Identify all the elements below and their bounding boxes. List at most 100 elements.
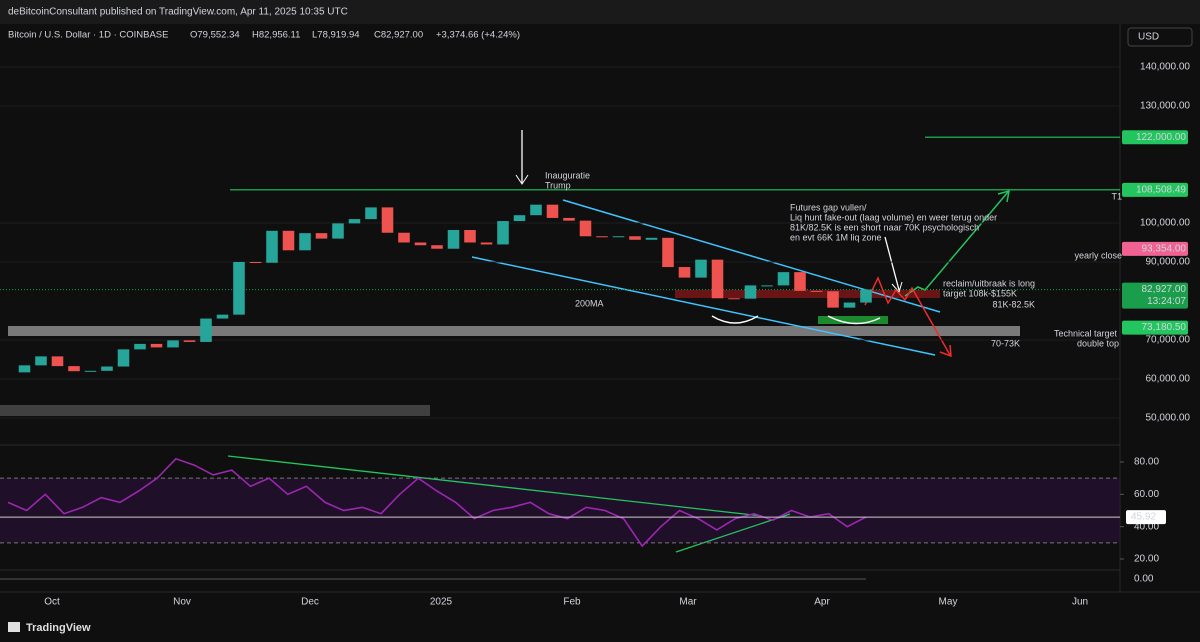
y-tick-label: 90,000.00	[1146, 257, 1191, 268]
price-badge-label: 108,508.49	[1136, 184, 1186, 195]
candle-body	[546, 204, 559, 218]
x-tick-label: Dec	[301, 597, 319, 608]
candle-body	[381, 207, 394, 233]
x-tick-label: Nov	[173, 597, 191, 608]
currency-button[interactable]	[1127, 27, 1193, 47]
ohlc-legend: +3,374.66 (+4.24%)	[436, 30, 520, 41]
rsi-badge-label: 45.92	[1131, 512, 1156, 523]
ohlc-legend: C82,927.00	[374, 30, 423, 41]
rsi-band	[0, 478, 1120, 543]
y-tick-label: 100,000.00	[1140, 218, 1190, 229]
candle-body	[249, 262, 262, 263]
rsi-tick-label: 20.00	[1134, 554, 1159, 565]
candle-body	[51, 356, 64, 367]
price-badge-label: 82,927.00	[1142, 284, 1187, 295]
candle-body	[794, 272, 806, 291]
y-tick-label: 50,000.00	[1146, 413, 1191, 424]
candle-body	[662, 237, 674, 268]
channel-top	[562, 199, 941, 313]
annotation: double top	[1077, 338, 1119, 348]
candle-body	[563, 217, 575, 221]
arc	[711, 315, 759, 324]
y-tick-label: 140,000.00	[1140, 62, 1190, 73]
ohlc-legend: H82,956.11	[252, 30, 300, 41]
arrow-head	[997, 189, 1010, 203]
ohlc-legend: Bitcoin / U.S. Dollar · 1D · COINBASE	[8, 30, 168, 41]
candle-body	[68, 366, 80, 372]
candle-body	[348, 219, 361, 224]
candle-body	[480, 242, 493, 245]
candle-body	[761, 285, 773, 287]
liquidity-zone	[818, 316, 888, 324]
candle-body	[315, 233, 328, 239]
annotation: Futures gap vullen/	[790, 202, 867, 212]
candle-body	[728, 298, 740, 300]
annotation: en evt 66K 1M liq zone	[790, 232, 882, 242]
macd-tick-label: 0.00	[1134, 574, 1154, 585]
candle-body	[35, 356, 47, 366]
annotation: reclaim/uitbraak is long	[943, 278, 1035, 288]
header-bar	[0, 0, 1200, 24]
countdown: 13:24:07	[1147, 296, 1186, 307]
annotation: T1	[1111, 191, 1122, 201]
rsi-tick-label: 60.00	[1134, 489, 1159, 500]
x-tick-label: Feb	[563, 597, 581, 608]
arrow-head	[891, 281, 903, 294]
rsi-tick-label: 40.00	[1134, 521, 1159, 532]
price-badge	[1122, 130, 1188, 145]
candle-body	[464, 230, 476, 243]
candle-body	[843, 302, 856, 308]
arc	[827, 315, 881, 325]
bear-path	[864, 276, 951, 356]
footer-logo	[8, 622, 20, 632]
candle-body	[513, 215, 526, 222]
candle-body	[695, 259, 707, 278]
candle-body	[711, 259, 724, 299]
candle-body	[645, 237, 658, 240]
candle-body	[810, 290, 823, 292]
currency[interactable]: USD	[1138, 32, 1159, 43]
annotation: yearly close	[1074, 250, 1122, 260]
volume-zone	[0, 405, 430, 416]
annotation: Inauguratie	[545, 170, 590, 180]
candle-body	[579, 220, 592, 237]
candle-body	[398, 232, 410, 243]
x-tick-label: Oct	[44, 597, 60, 608]
rsi-tick-label: 80.00	[1134, 457, 1159, 468]
ohlc-legend: O79,552.34	[190, 30, 240, 41]
candle-body	[183, 340, 196, 342]
publish-info: deBitcoinConsultant published on Trading…	[8, 7, 348, 18]
arrow-head	[515, 174, 529, 185]
candle-body	[431, 245, 443, 249]
y-tick-label: 60,000.00	[1146, 374, 1191, 385]
annotation: 81K-82.5K	[992, 299, 1035, 309]
footer-bar	[0, 614, 1200, 642]
candle-body	[777, 272, 790, 286]
candle-body	[299, 233, 311, 251]
y-tick-label: 70,000.00	[1146, 335, 1191, 346]
candle-body	[447, 230, 460, 249]
y-tick-label: 130,000.00	[1140, 101, 1190, 112]
x-tick-label: Apr	[814, 597, 830, 608]
x-tick-label: May	[939, 597, 958, 608]
candle-body	[117, 349, 130, 367]
x-tick-label: Mar	[679, 597, 697, 608]
annotation: 200MA	[575, 298, 604, 308]
candle-body	[216, 314, 229, 319]
rsi-badge	[1126, 510, 1166, 525]
candle-body	[827, 291, 839, 308]
candle-body	[18, 365, 31, 373]
annotation: 81K/82.5K is een short naar 70K psycholo…	[790, 222, 979, 232]
annotation: 70-73K	[991, 338, 1020, 348]
candle-body	[629, 236, 641, 240]
annotation: Technical target	[1054, 328, 1118, 338]
candle-body	[414, 242, 427, 246]
price-badge-label: 93,354.00	[1142, 244, 1187, 255]
channel-bottom	[471, 256, 936, 356]
ohlc-legend: L78,919.94	[312, 30, 360, 41]
support-zone	[8, 326, 1020, 336]
candle-body	[167, 340, 179, 348]
bull-path	[904, 191, 1009, 297]
annotation: Liq hunt fake-out (laag volume) en weer …	[790, 212, 997, 222]
